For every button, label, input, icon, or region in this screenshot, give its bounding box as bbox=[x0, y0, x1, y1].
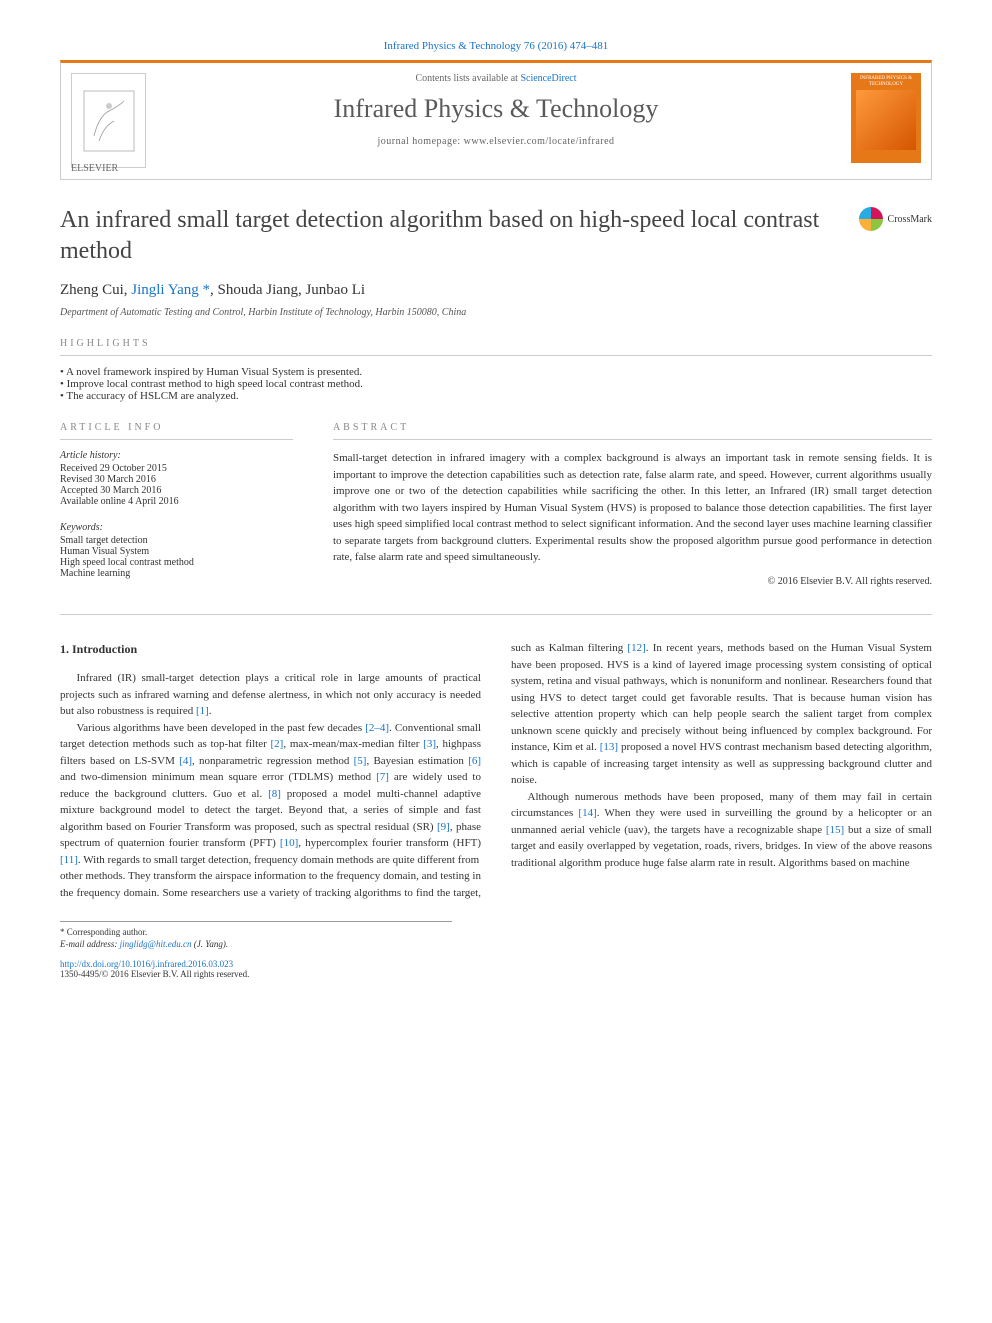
citation-link[interactable]: [9] bbox=[437, 821, 450, 833]
citation-link[interactable]: [12] bbox=[627, 642, 645, 654]
section-heading: 1. Introduction bbox=[60, 640, 481, 658]
highlight-item: A novel framework inspired by Human Visu… bbox=[60, 366, 932, 378]
article-info-label: ARTICLE INFO bbox=[60, 422, 293, 440]
citation-link[interactable]: [13] bbox=[600, 741, 618, 753]
history-line: Revised 30 March 2016 bbox=[60, 474, 293, 485]
history-title: Article history: bbox=[60, 450, 293, 461]
journal-header-box: ELSEVIER INFRARED PHYSICS & TECHNOLOGY C… bbox=[60, 60, 932, 180]
body-paragraph: Various algorithms have been developed i… bbox=[60, 720, 481, 869]
publisher-name: ELSEVIER bbox=[71, 163, 118, 174]
citation-link[interactable]: [14] bbox=[578, 807, 596, 819]
keyword-item: Human Visual System bbox=[60, 546, 293, 557]
citation-link[interactable]: [10] bbox=[280, 837, 298, 849]
citation-link[interactable]: [5] bbox=[354, 755, 367, 767]
journal-name: Infrared Physics & Technology bbox=[161, 94, 831, 124]
article-history: Article history: Received 29 October 201… bbox=[60, 450, 293, 507]
contents-available-text: Contents lists available at ScienceDirec… bbox=[161, 73, 831, 84]
history-line: Available online 4 April 2016 bbox=[60, 496, 293, 507]
crossmark-badge[interactable]: CrossMark bbox=[859, 207, 932, 231]
citation-link[interactable]: [4] bbox=[179, 755, 192, 767]
highlights-list: A novel framework inspired by Human Visu… bbox=[60, 366, 932, 402]
email-link[interactable]: jinglidg@hit.edu.cn bbox=[120, 939, 192, 949]
citation-link[interactable]: [2] bbox=[271, 738, 284, 750]
corresponding-author-note: * Corresponding author. bbox=[60, 927, 452, 937]
body-paragraph: Although numerous methods have been prop… bbox=[511, 789, 932, 872]
abstract-label: ABSTRACT bbox=[333, 422, 932, 440]
journal-homepage-url[interactable]: www.elsevier.com/locate/infrared bbox=[464, 136, 615, 147]
citation-link[interactable]: [3] bbox=[423, 738, 436, 750]
authors-list: Zheng Cui, Jingli Yang *, Shouda Jiang, … bbox=[60, 282, 932, 299]
history-line: Accepted 30 March 2016 bbox=[60, 485, 293, 496]
history-line: Received 29 October 2015 bbox=[60, 463, 293, 474]
citation-link[interactable]: [6] bbox=[468, 755, 481, 767]
citation-link[interactable]: [15] bbox=[826, 824, 844, 836]
journal-homepage: journal homepage: www.elsevier.com/locat… bbox=[161, 136, 831, 147]
email-line: E-mail address: jinglidg@hit.edu.cn (J. … bbox=[60, 939, 452, 949]
doi-block: http://dx.doi.org/10.1016/j.infrared.201… bbox=[60, 959, 932, 979]
highlight-item: The accuracy of HSLCM are analyzed. bbox=[60, 390, 932, 402]
copyright-text: © 2016 Elsevier B.V. All rights reserved… bbox=[333, 576, 932, 587]
body-text: 1. Introduction Infrared (IR) small-targ… bbox=[60, 640, 932, 901]
elsevier-logo bbox=[71, 73, 146, 168]
affiliation: Department of Automatic Testing and Cont… bbox=[60, 307, 932, 318]
keyword-item: Small target detection bbox=[60, 535, 293, 546]
keyword-item: High speed local contrast method bbox=[60, 557, 293, 568]
crossmark-icon bbox=[859, 207, 883, 231]
article-title: An infrared small target detection algor… bbox=[60, 205, 932, 267]
citation-link[interactable]: [2–4] bbox=[365, 722, 389, 734]
citation-link[interactable]: [1] bbox=[196, 705, 209, 717]
crossmark-label: CrossMark bbox=[888, 214, 932, 225]
journal-cover-title: INFRARED PHYSICS & TECHNOLOGY bbox=[854, 76, 918, 87]
highlight-item: Improve local contrast method to high sp… bbox=[60, 378, 932, 390]
citation-link[interactable]: [11] bbox=[60, 854, 78, 866]
citation-link[interactable]: [7] bbox=[376, 771, 389, 783]
doi-link[interactable]: http://dx.doi.org/10.1016/j.infrared.201… bbox=[60, 959, 932, 969]
citation-link[interactable]: [8] bbox=[268, 788, 281, 800]
keyword-item: Machine learning bbox=[60, 568, 293, 579]
abstract-text: Small-target detection in infrared image… bbox=[333, 450, 932, 566]
sciencedirect-link[interactable]: ScienceDirect bbox=[520, 73, 576, 84]
keywords-block: Keywords: Small target detectionHuman Vi… bbox=[60, 522, 293, 579]
issn-copyright: 1350-4495/© 2016 Elsevier B.V. All right… bbox=[60, 969, 932, 979]
journal-cover-thumbnail: INFRARED PHYSICS & TECHNOLOGY bbox=[851, 73, 921, 163]
highlights-label: HIGHLIGHTS bbox=[60, 338, 932, 356]
keywords-title: Keywords: bbox=[60, 522, 293, 533]
journal-breadcrumb: Infrared Physics & Technology 76 (2016) … bbox=[60, 40, 932, 52]
body-paragraph: Infrared (IR) small-target detection pla… bbox=[60, 670, 481, 720]
footnote-block: * Corresponding author. E-mail address: … bbox=[60, 921, 452, 949]
journal-cover-image bbox=[856, 90, 916, 150]
